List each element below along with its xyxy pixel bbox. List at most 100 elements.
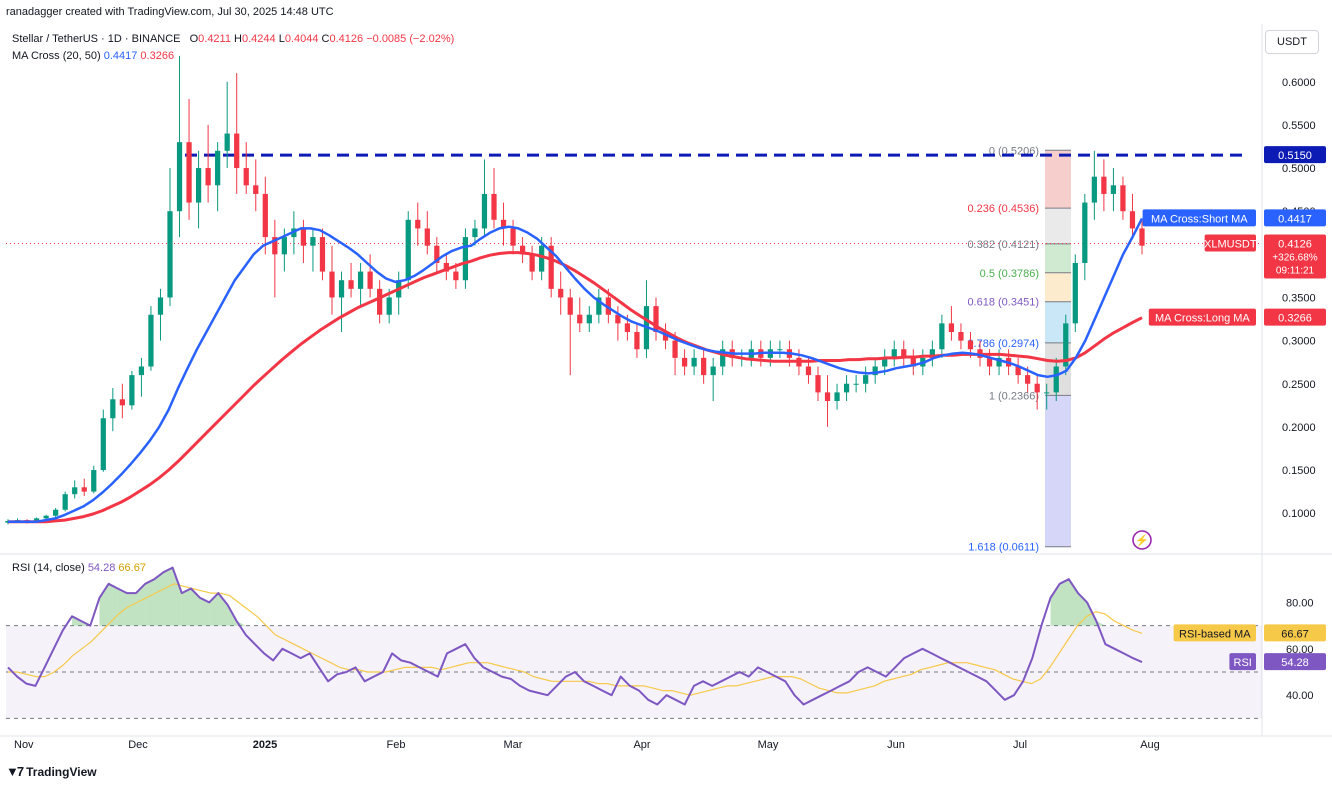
- ma-short-line: [8, 217, 1144, 524]
- candle-body: [834, 392, 840, 402]
- symbol-legend: Stellar / TetherUS · 1D · BINANCE O0.421…: [12, 33, 454, 45]
- rsi-title-box: [1229, 653, 1256, 671]
- rsi-axis-text: 54.28: [1281, 657, 1309, 669]
- candle-body: [310, 237, 316, 246]
- tradingview-logo[interactable]: ▼7 TradingView: [6, 764, 97, 779]
- rsi-overbought-fill: [200, 597, 210, 626]
- candle-body: [1072, 262, 1078, 324]
- resistance-axis-label: [1264, 146, 1326, 164]
- candle-body: [300, 228, 307, 246]
- candle-body: [529, 254, 535, 272]
- candle-body: [691, 357, 697, 367]
- price-axis-tick: 0.5500: [1282, 120, 1316, 132]
- rsi-value: 54.28: [87, 562, 116, 574]
- currency-button[interactable]: USDT: [1265, 30, 1319, 54]
- fib-level-label: 0.618 (0.3451): [967, 297, 1039, 309]
- candle-body: [710, 366, 716, 376]
- fib-level-label: 0.5 (0.3786): [980, 268, 1039, 280]
- candle-body: [1053, 366, 1059, 393]
- last-price-title-box: [1204, 234, 1256, 252]
- candle-body: [720, 349, 726, 367]
- candle-body: [929, 349, 935, 358]
- candle-body: [215, 150, 221, 186]
- candle-body: [1025, 375, 1031, 384]
- candle-body: [424, 228, 430, 246]
- time-axis-tick: Jun: [887, 739, 905, 751]
- time-axis-tick: May: [758, 739, 779, 751]
- rsi-axis-tick: 80.00: [1286, 597, 1314, 609]
- candle-body: [1082, 202, 1088, 263]
- candle-body: [1101, 176, 1107, 194]
- time-axis-tick: Jul: [1013, 739, 1027, 751]
- rsi-ma-title-box: [1173, 624, 1256, 642]
- ohlc-o-label: O: [189, 33, 199, 45]
- candle-body: [882, 357, 888, 367]
- candle-body: [481, 193, 488, 229]
- candle-body: [72, 487, 78, 495]
- rsi-overbought-fill: [72, 616, 82, 626]
- candle-body: [539, 245, 545, 272]
- candle-body: [472, 228, 478, 238]
- ma-long-axis-text: 0.3266: [1278, 313, 1312, 325]
- candle-body: [262, 193, 268, 238]
- time-axis-tick: Mar: [504, 739, 523, 751]
- last-price-axis-text: 0.4126: [1278, 238, 1312, 250]
- candle-body: [1129, 211, 1136, 229]
- ma-short-title: MA Cross:Short MA: [1151, 213, 1248, 225]
- candle-body: [43, 515, 49, 519]
- candle-body: [415, 219, 421, 229]
- candle-body: [329, 271, 335, 298]
- candle-body: [948, 323, 955, 332]
- rsi-legend: RSI (14, close) 54.28 66.67: [12, 562, 146, 574]
- ma-short-axis-label: [1264, 209, 1326, 227]
- rsi-title: RSI: [1234, 657, 1252, 669]
- ma-long-value: 0.3266: [140, 50, 175, 62]
- ma-short-title-box: [1142, 209, 1256, 227]
- candle-body: [824, 392, 831, 402]
- rsi-ma-title: RSI-based MA: [1179, 628, 1251, 640]
- candle-body: [615, 314, 621, 324]
- candle-body: [281, 237, 287, 255]
- candle-body: [100, 418, 106, 471]
- candle-body: [205, 168, 211, 186]
- candle-body: [234, 133, 240, 169]
- flash-alert-icon: [1132, 530, 1152, 550]
- candle-body: [853, 383, 859, 385]
- candle-body: [701, 357, 707, 376]
- candle-body: [1034, 383, 1040, 393]
- candle-body: [634, 331, 640, 350]
- candle-body: [681, 357, 688, 367]
- candle-body: [53, 509, 59, 516]
- candle-body: [967, 340, 974, 350]
- candle-body: [348, 280, 354, 289]
- price-axis-tick: 0.3000: [1282, 336, 1316, 348]
- candle-body: [548, 245, 554, 289]
- resistance-axis-text: 0.5150: [1278, 150, 1312, 162]
- candle-body: [377, 288, 383, 315]
- fib-zone: [1045, 272, 1071, 302]
- candle-body: [462, 237, 469, 281]
- ohlc-l-label: L: [278, 33, 285, 45]
- time-axis-tick: 2025: [253, 739, 277, 751]
- candle-body: [500, 219, 507, 229]
- candle-body: [519, 245, 526, 255]
- candle-body: [843, 383, 850, 393]
- candle-body: [91, 470, 97, 492]
- rsi-ma-value: 66.67: [118, 562, 146, 574]
- price-axis-tick: 0.1500: [1282, 465, 1316, 477]
- candle-body: [253, 185, 259, 194]
- candle-body: [1063, 323, 1069, 367]
- candle-body: [805, 366, 812, 376]
- candle-body: [1120, 185, 1126, 212]
- tradingview-logo-text: TradingView: [26, 764, 97, 779]
- candle-body: [443, 262, 449, 272]
- time-axis-tick: Feb: [387, 739, 406, 751]
- rsi-overbought-fill: [145, 579, 155, 626]
- ma-long-axis-label: [1264, 308, 1326, 326]
- candle-body: [872, 366, 878, 376]
- time-axis-tick: Apr: [633, 739, 650, 751]
- rsi-overbought-fill: [136, 583, 146, 626]
- candle-body: [129, 375, 135, 406]
- rsi-line: [7, 566, 1143, 706]
